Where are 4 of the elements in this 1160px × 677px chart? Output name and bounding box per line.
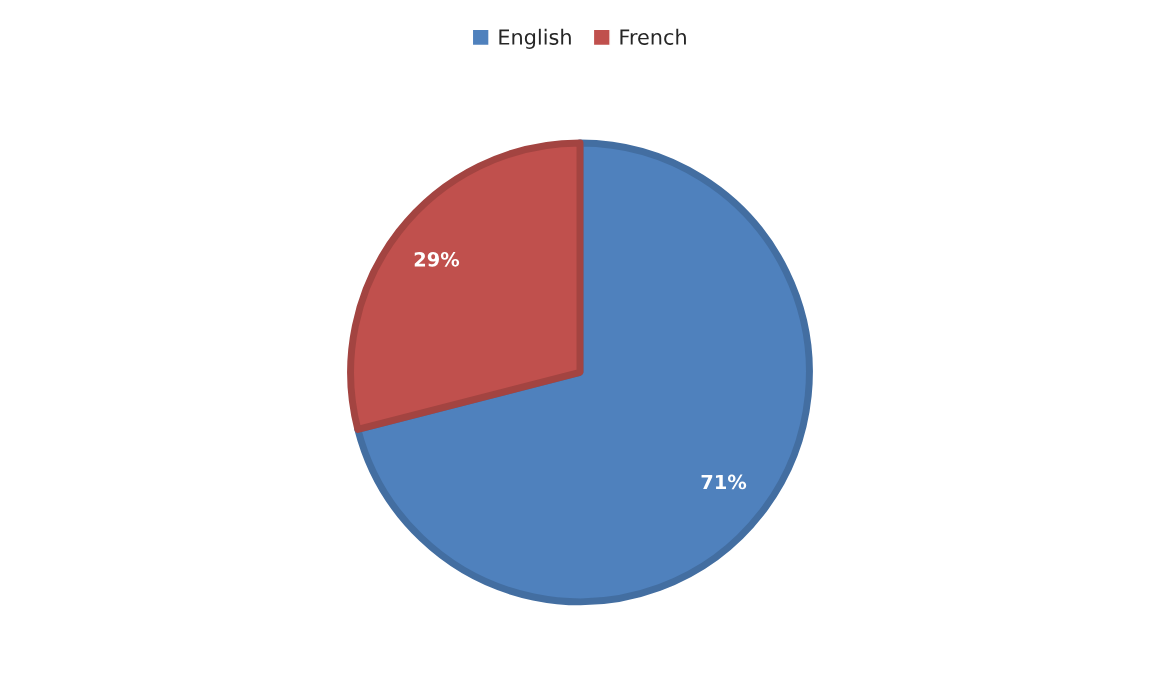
- data-label: 71%: [701, 474, 747, 490]
- data-label: 29%: [414, 251, 460, 267]
- legend-label: English: [499, 28, 571, 49]
- legend-label: French: [620, 28, 686, 45]
